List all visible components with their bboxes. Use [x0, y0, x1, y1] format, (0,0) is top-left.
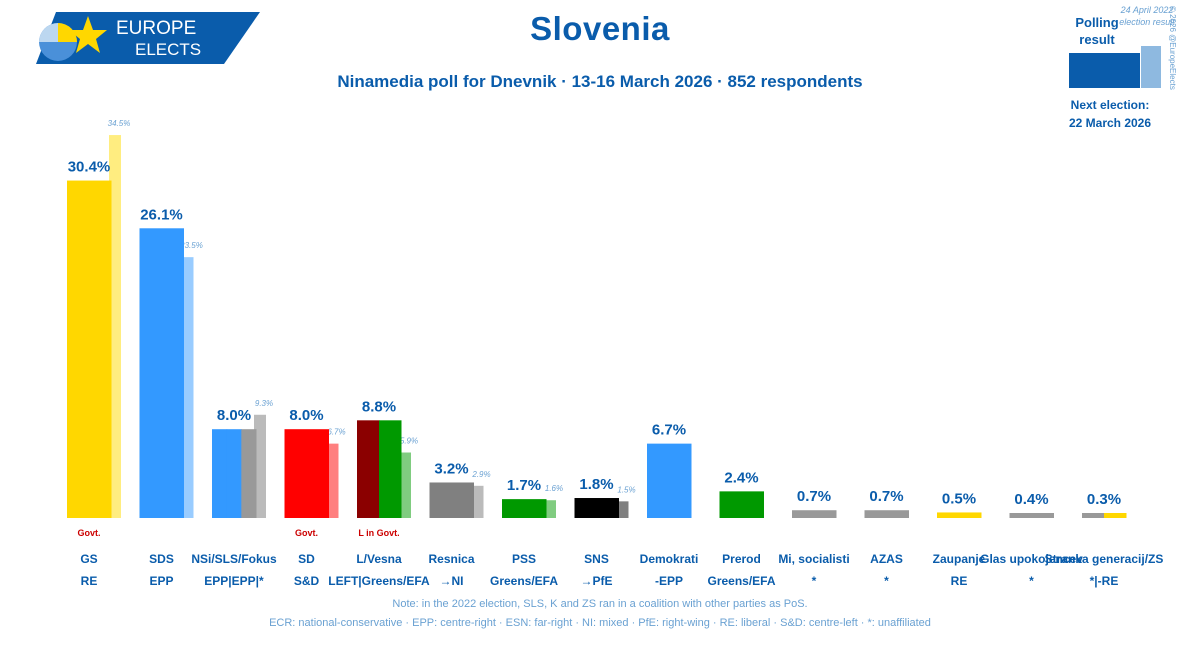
- party-name-sd: SD: [298, 552, 315, 566]
- poll-label-sd: 8.0%: [289, 407, 323, 424]
- poll-bar-gs: [67, 180, 112, 518]
- poll-label-resnica: 3.2%: [434, 460, 468, 477]
- party-group-prerod: Greens/EFA: [707, 574, 775, 588]
- party-group-resnica: →NI: [440, 574, 464, 588]
- poll-label-demokrati: 6.7%: [652, 422, 686, 439]
- poll-bar-azas: [864, 510, 909, 518]
- party-name-nsi-sls-fokus: NSi/SLS/Fokus: [191, 552, 277, 566]
- footnote-coalition: Note: in the 2022 election, SLS, K and Z…: [392, 598, 808, 610]
- note-sd: Govt.: [295, 528, 318, 538]
- party-name-mi-socialisti: Mi, socialisti: [778, 552, 849, 566]
- poll-bar-sds: [139, 228, 184, 519]
- poll-bar-nsi-sls-fokus-seg1: [212, 429, 228, 518]
- party-group-nsi-sls-fokus: EPP|EPP|*: [204, 574, 264, 588]
- poll-bar-resnica: [429, 482, 474, 518]
- legend-poll-label: Polling result: [1075, 15, 1119, 47]
- poll-label-sns: 1.8%: [579, 476, 613, 493]
- poll-bar-sd: [284, 429, 329, 518]
- party-name-l-vesna: L/Vesna: [356, 552, 402, 566]
- party-name-pss: PSS: [512, 552, 536, 566]
- election-label-l-vesna: 5.9%: [400, 437, 418, 446]
- legend-election-label: 24 April 2022 election result: [1119, 5, 1175, 27]
- party-group-l-vesna: LEFT|Greens/EFA: [328, 574, 430, 588]
- poll-bar-stranka-generacij-zs-seg2: [1104, 513, 1127, 518]
- poll-label-glas-upokojencev: 0.4%: [1014, 491, 1048, 508]
- election-label-pss: 1.6%: [545, 484, 563, 493]
- poll-bar-nsi-sls-fokus-seg2: [226, 429, 242, 518]
- poll-label-nsi-sls-fokus: 8.0%: [217, 407, 251, 424]
- election-bar-sns: [616, 501, 629, 518]
- poll-bar-l-vesna-seg1: [357, 420, 380, 518]
- party-group-glas-upokojencev: *: [1029, 574, 1034, 588]
- poll-bar-demokrati: [647, 443, 692, 518]
- election-label-gs: 34.5%: [108, 119, 131, 128]
- party-name-prerod: Prerod: [722, 552, 761, 566]
- party-group-sds: EPP: [149, 574, 173, 588]
- election-bar-gs: [109, 135, 121, 519]
- party-group-sd: S&D: [294, 574, 320, 588]
- party-group-sns: →PfE: [580, 574, 612, 588]
- poll-bar-sns: [574, 498, 619, 518]
- note-l-vesna: L in Govt.: [358, 528, 399, 538]
- party-group-demokrati: -EPP: [655, 574, 683, 588]
- election-bar-resnica: [471, 485, 484, 518]
- logo-line1: EUROPE: [116, 18, 196, 39]
- party-group-stranka-generacij-zs: *|-RE: [1090, 574, 1119, 588]
- poll-label-gs: 30.4%: [68, 159, 111, 176]
- election-label-nsi-sls-fokus: 9.3%: [255, 399, 273, 408]
- election-label-sds: 23.5%: [179, 241, 203, 250]
- party-group-gs: RE: [81, 574, 98, 588]
- poll-label-azas: 0.7%: [869, 488, 903, 505]
- poll-label-prerod: 2.4%: [724, 469, 758, 486]
- poll-bar-prerod: [719, 491, 764, 518]
- party-group-pss: Greens/EFA: [490, 574, 558, 588]
- poll-bar-glas-upokojencev: [1009, 513, 1054, 518]
- election-label-sd: 6.7%: [327, 428, 345, 437]
- party-name-azas: AZAS: [870, 552, 903, 566]
- poll-bar-mi-socialisti: [792, 510, 837, 518]
- party-group-zaupanje: RE: [951, 574, 968, 588]
- poll-bar-pss: [502, 499, 547, 518]
- election-label-sns: 1.5%: [617, 485, 635, 494]
- election-bar-pss: [544, 500, 556, 518]
- europe-elects-logo: EUROPE ELECTS: [36, 12, 260, 64]
- poll-label-l-vesna: 8.8%: [362, 398, 396, 415]
- party-name-glas-upokojencev: Glas upokojencev: [980, 552, 1083, 566]
- legend-poll-swatch: [1069, 53, 1140, 88]
- note-gs: Govt.: [77, 528, 100, 538]
- election-bar-nsi-sls-fokus: [254, 414, 266, 518]
- party-name-stranka-generacij-zs: Stranka generacij/ZS: [1045, 552, 1164, 566]
- legend-election-swatch: [1141, 46, 1161, 88]
- legend: Polling result 24 April 2022 election re…: [1055, 0, 1200, 135]
- poll-label-mi-socialisti: 0.7%: [797, 488, 831, 505]
- bar-chart: 34.5% 30.4% Govt. GS RE 23.5% 26.1% SDS EPP 9.3% 8…: [67, 119, 1164, 588]
- poll-label-stranka-generacij-zs: 0.3%: [1087, 491, 1121, 508]
- party-name-demokrati: Demokrati: [640, 552, 699, 566]
- election-bar-sd: [326, 443, 339, 518]
- poll-bar-zaupanje: [937, 512, 982, 518]
- poll-bar-stranka-generacij-zs-seg1: [1082, 513, 1105, 518]
- party-name-gs: GS: [80, 552, 97, 566]
- footnote-groups: ECR: national-conservative · EPP: centre…: [269, 617, 931, 629]
- party-group-mi-socialisti: *: [812, 574, 817, 588]
- logo-line2: ELECTS: [135, 40, 201, 59]
- page-subtitle: Ninamedia poll for Dnevnik · 13-16 March…: [337, 72, 863, 91]
- next-election-date: 22 March 2026: [1068, 116, 1152, 130]
- next-election-label: Next election:: [1070, 98, 1150, 112]
- party-group-azas: *: [884, 574, 889, 588]
- page-title: Slovenia: [530, 10, 670, 47]
- party-name-sds: SDS: [149, 552, 174, 566]
- poll-bar-nsi-sls-fokus-seg3: [241, 429, 257, 518]
- poll-label-pss: 1.7%: [507, 477, 541, 494]
- election-label-resnica: 2.9%: [471, 470, 490, 479]
- party-name-resnica: Resnica: [428, 552, 474, 566]
- poll-label-zaupanje: 0.5%: [942, 490, 976, 507]
- election-bar-l-vesna: [399, 452, 411, 518]
- poll-bar-l-vesna-seg2: [379, 420, 402, 518]
- party-name-sns: SNS: [584, 552, 609, 566]
- election-bar-sds: [181, 257, 194, 518]
- party-name-zaupanje: Zaupanje: [933, 552, 986, 566]
- poll-label-sds: 26.1%: [140, 206, 183, 223]
- next-election: Next election: 22 March 2026: [1055, 96, 1165, 132]
